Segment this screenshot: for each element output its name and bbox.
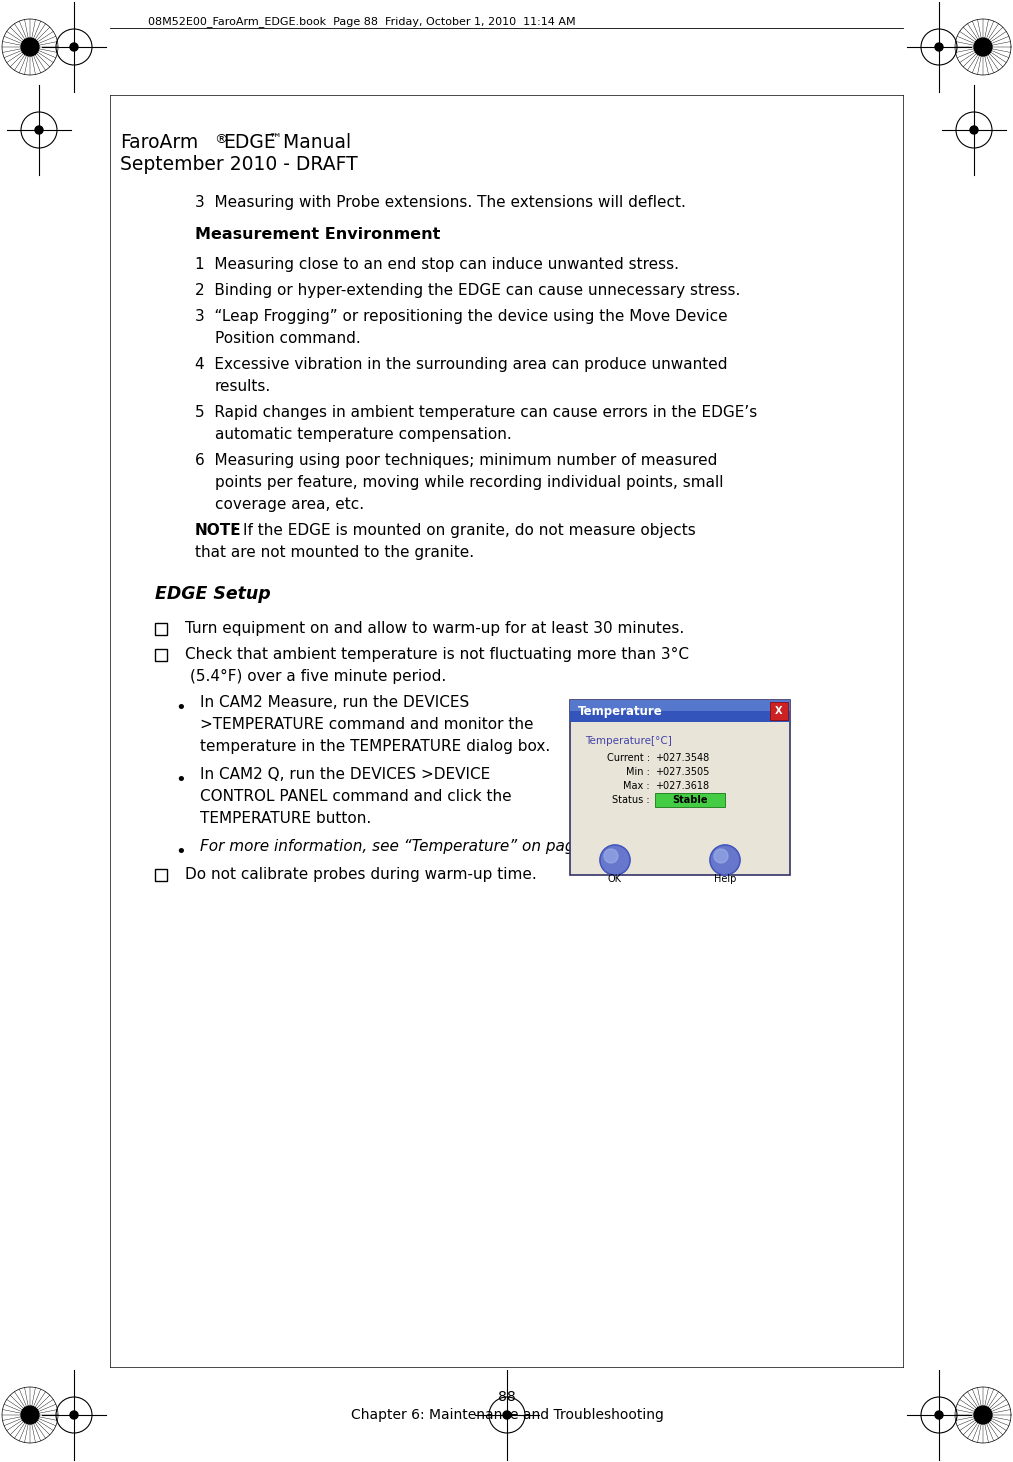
Text: (5.4°F) over a five minute period.: (5.4°F) over a five minute period. [190,670,447,684]
Text: •: • [175,770,185,789]
Text: Turn equipment on and allow to warm-up for at least 30 minutes.: Turn equipment on and allow to warm-up f… [185,621,684,636]
Bar [570,700,790,874]
Circle shape [35,126,43,135]
Text: Max :: Max : [623,781,650,791]
Circle shape [70,42,78,51]
Text: CONTROL PANEL command and click the: CONTROL PANEL command and click the [200,789,512,804]
Text: In CAM2 Q, run the DEVICES >DEVICE: In CAM2 Q, run the DEVICES >DEVICE [200,768,490,782]
Text: NOTE: NOTE [194,523,242,538]
Text: Check that ambient temperature is not fluctuating more than 3°C: Check that ambient temperature is not fl… [185,648,689,662]
Text: : If the EDGE is mounted on granite, do not measure objects: : If the EDGE is mounted on granite, do … [233,523,696,538]
Circle shape [710,845,741,874]
Text: +027.3548: +027.3548 [655,753,709,763]
Text: 5  Rapid changes in ambient temperature can cause errors in the EDGE’s: 5 Rapid changes in ambient temperature c… [194,405,758,420]
Text: EDGE Setup: EDGE Setup [155,585,270,602]
Bar [155,868,167,882]
Text: In CAM2 Measure, run the DEVICES: In CAM2 Measure, run the DEVICES [200,694,469,711]
Text: 88: 88 [498,1390,516,1404]
Text: FaroArm: FaroArm [120,133,199,152]
Text: 3  “Leap Frogging” or repositioning the device using the Move Device: 3 “Leap Frogging” or repositioning the d… [194,308,727,325]
Circle shape [600,845,630,874]
Bar [770,702,788,719]
Text: Do not calibrate probes during warm-up time.: Do not calibrate probes during warm-up t… [185,867,537,882]
Text: Temperature: Temperature [578,705,663,718]
Text: 2  Binding or hyper-extending the EDGE can cause unnecessary stress.: 2 Binding or hyper-extending the EDGE ca… [194,284,741,298]
Text: OK: OK [608,874,622,885]
Text: ™: ™ [268,133,282,146]
Text: >TEMPERATURE command and monitor the: >TEMPERATURE command and monitor the [200,716,534,732]
Circle shape [975,38,992,56]
Text: Chapter 6: Maintenance and Troubleshooting: Chapter 6: Maintenance and Troubleshooti… [350,1408,664,1423]
Text: Position command.: Position command. [215,330,361,346]
Bar [570,700,790,711]
Text: September 2010 - DRAFT: September 2010 - DRAFT [120,155,358,174]
Text: automatic temperature compensation.: automatic temperature compensation. [215,427,512,442]
Text: 4  Excessive vibration in the surrounding area can produce unwanted: 4 Excessive vibration in the surrounding… [194,357,727,371]
Circle shape [70,1411,78,1420]
Circle shape [21,38,38,56]
Text: temperature in the TEMPERATURE dialog box.: temperature in the TEMPERATURE dialog bo… [200,738,550,754]
Text: 08M52E00_FaroArm_EDGE.book  Page 88  Friday, October 1, 2010  11:14 AM: 08M52E00_FaroArm_EDGE.book Page 88 Frida… [148,16,575,28]
Text: Help: Help [714,874,736,885]
Circle shape [975,1406,992,1424]
Bar [655,792,725,807]
Text: that are not mounted to the granite.: that are not mounted to the granite. [194,545,474,560]
Text: •: • [175,699,185,716]
Bar [570,700,790,722]
Circle shape [604,849,618,863]
Text: Manual: Manual [277,133,352,152]
Text: Stable: Stable [673,795,708,806]
Text: ®: ® [214,133,227,146]
Bar [155,649,167,661]
Text: Status :: Status : [613,795,650,806]
Text: 6  Measuring using poor techniques; minimum number of measured: 6 Measuring using poor techniques; minim… [194,453,717,468]
Text: Min :: Min : [626,768,650,776]
Text: •: • [175,844,185,861]
Text: coverage area, etc.: coverage area, etc. [215,497,364,512]
Text: 1  Measuring close to an end stop can induce unwanted stress.: 1 Measuring close to an end stop can ind… [194,257,679,272]
Text: +027.3505: +027.3505 [655,768,709,776]
Circle shape [714,849,728,863]
Text: 3  Measuring with Probe extensions. The extensions will deflect.: 3 Measuring with Probe extensions. The e… [194,194,686,211]
Text: results.: results. [215,379,271,393]
Text: X: X [775,706,783,716]
Text: TEMPERATURE button.: TEMPERATURE button. [200,811,371,826]
Text: Measurement Environment: Measurement Environment [194,227,441,243]
Circle shape [935,42,943,51]
Text: Temperature[°C]: Temperature[°C] [585,735,672,746]
Circle shape [970,126,978,135]
Circle shape [935,1411,943,1420]
Text: points per feature, moving while recording individual points, small: points per feature, moving while recordi… [215,475,723,490]
Bar [155,623,167,635]
Text: EDGE: EDGE [223,133,276,152]
Text: Current :: Current : [607,753,650,763]
Text: For more information, see “Temperature” on page 114.: For more information, see “Temperature” … [200,839,623,854]
Circle shape [503,1411,511,1420]
Circle shape [21,1406,38,1424]
Text: +027.3618: +027.3618 [655,781,709,791]
